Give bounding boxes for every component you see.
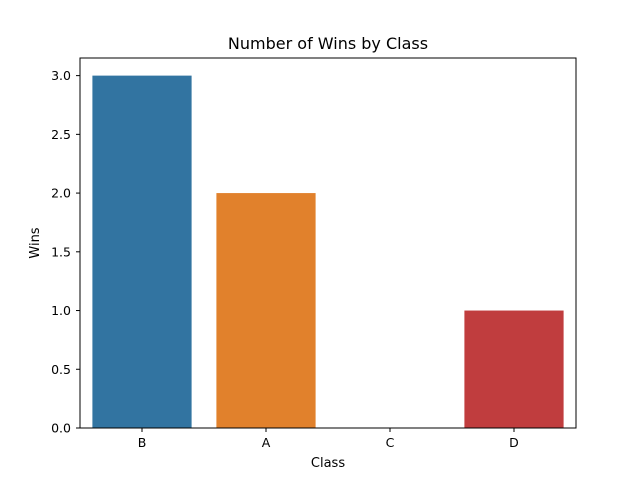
bar-D	[464, 310, 564, 428]
plot-area-frame	[79, 57, 577, 429]
x-tick-label: C	[386, 435, 395, 450]
y-tick-label: 2.0	[51, 186, 71, 201]
y-tick-label: 3.0	[51, 68, 71, 83]
bar-B	[92, 75, 192, 428]
y-tick-label: 0.5	[51, 362, 71, 377]
x-tick-label: A	[262, 435, 271, 450]
y-tick-label: 0.0	[51, 421, 71, 436]
y-tick-label: 1.5	[51, 244, 71, 259]
y-axis-ticks: 0.0 0.5 1.0 1.5 2.0 2.5 3.0	[51, 68, 80, 436]
bars-group	[92, 75, 564, 428]
x-axis-label: Class	[311, 456, 345, 471]
chart-title: Number of Wins by Class	[228, 34, 428, 53]
y-axis-label: Wins	[28, 227, 43, 258]
y-tick-label: 1.0	[51, 303, 71, 318]
bar-A	[216, 193, 316, 428]
x-tick-label: D	[509, 435, 519, 450]
y-tick-label: 2.5	[51, 127, 71, 142]
x-tick-label: B	[138, 435, 147, 450]
